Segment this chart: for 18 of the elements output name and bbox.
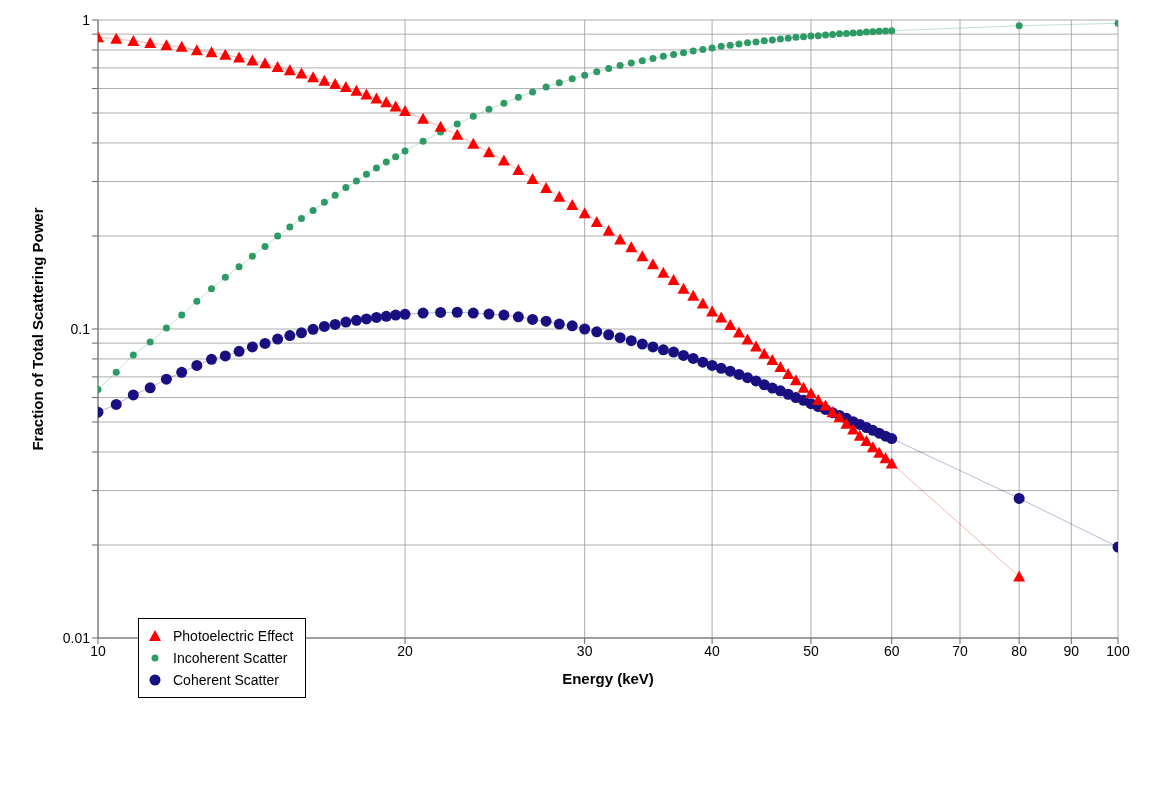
y-tick-label: 0.1 [70,320,91,337]
legend-label: Photoelectric Effect [173,627,294,646]
y-tick-label: 1 [82,11,91,28]
x-tick-label: 20 [397,642,414,659]
x-tick-label: 40 [704,642,721,659]
x-axis-title: Energy (keV) [562,670,654,687]
y-axis-title: Fraction of Total Scattering Power [29,207,47,451]
x-tick-label: 80 [1011,642,1028,659]
legend-label: Coherent Scatter [173,671,279,690]
x-tick-label: 100 [1106,642,1130,659]
x-tick-label: 50 [803,642,819,659]
legend-label: Incoherent Scatter [173,649,288,668]
x-tick-label: 60 [883,642,900,659]
x-tick-label: 10 [90,642,106,659]
x-tick-label: 90 [1063,642,1080,659]
x-tick-label: 30 [576,642,593,659]
y-tick-label: 0.01 [62,629,91,646]
x-tick-label: 70 [952,642,968,659]
